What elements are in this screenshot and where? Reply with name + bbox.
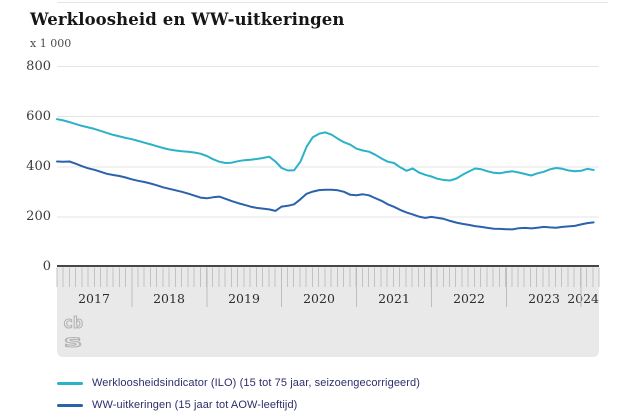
x-axis-year-2018: 2018: [153, 291, 185, 306]
x-axis-year-2017: 2017: [78, 291, 110, 306]
cbs-logo-text-bottom: s: [63, 332, 83, 352]
legend: Werkloosheidsindicator (ILO) (15 tot 75 …: [57, 372, 420, 416]
x-axis-year-2019: 2019: [228, 291, 260, 306]
gridlines-group: [57, 66, 599, 218]
ilo-series-line: [56, 118, 595, 182]
legend-swatch-ilo-line: [57, 381, 83, 385]
x-axis-year-2022: 2022: [453, 291, 485, 306]
legend-item-ww: WW-uitkeringen (15 jaar tot AOW-leeftijd…: [57, 394, 420, 416]
page-title: Werkloosheid en WW-uitkeringen: [30, 10, 345, 29]
series-lines-group: [56, 118, 595, 231]
x-axis-year-2024: 2024: [567, 291, 599, 306]
widget-top-border: [57, 2, 608, 3]
y-axis-tick-200: 200: [26, 209, 51, 224]
legend-label-ilo: Werkloosheidsindicator (ILO) (15 tot 75 …: [92, 377, 421, 389]
y-axis-tick-400: 400: [26, 159, 51, 174]
y-axis-unit-label: x 1 000: [30, 37, 72, 50]
time-axis-selector-band[interactable]: 2017 2018 2019 2020 2021 2022 2023 2024 …: [57, 265, 599, 357]
x-axis-year-2020: 2020: [303, 291, 335, 306]
y-axis-tick-600: 600: [26, 109, 51, 124]
y-axis-tick-0: 0: [42, 259, 51, 274]
x-axis-year-2023: 2023: [528, 291, 560, 306]
y-axis-tick-800: 800: [26, 59, 51, 74]
ww-series-line: [56, 160, 595, 231]
legend-label-ww: WW-uitkeringen (15 jaar tot AOW-leeftijd…: [92, 399, 298, 411]
cbs-logo-text-top: cb: [63, 313, 83, 332]
x-axis-year-2021: 2021: [378, 291, 410, 306]
legend-item-ilo: Werkloosheidsindicator (ILO) (15 tot 75 …: [57, 372, 420, 394]
cbs-logo-icon: cb s: [62, 313, 83, 353]
legend-swatch-ww-line: [57, 403, 83, 407]
